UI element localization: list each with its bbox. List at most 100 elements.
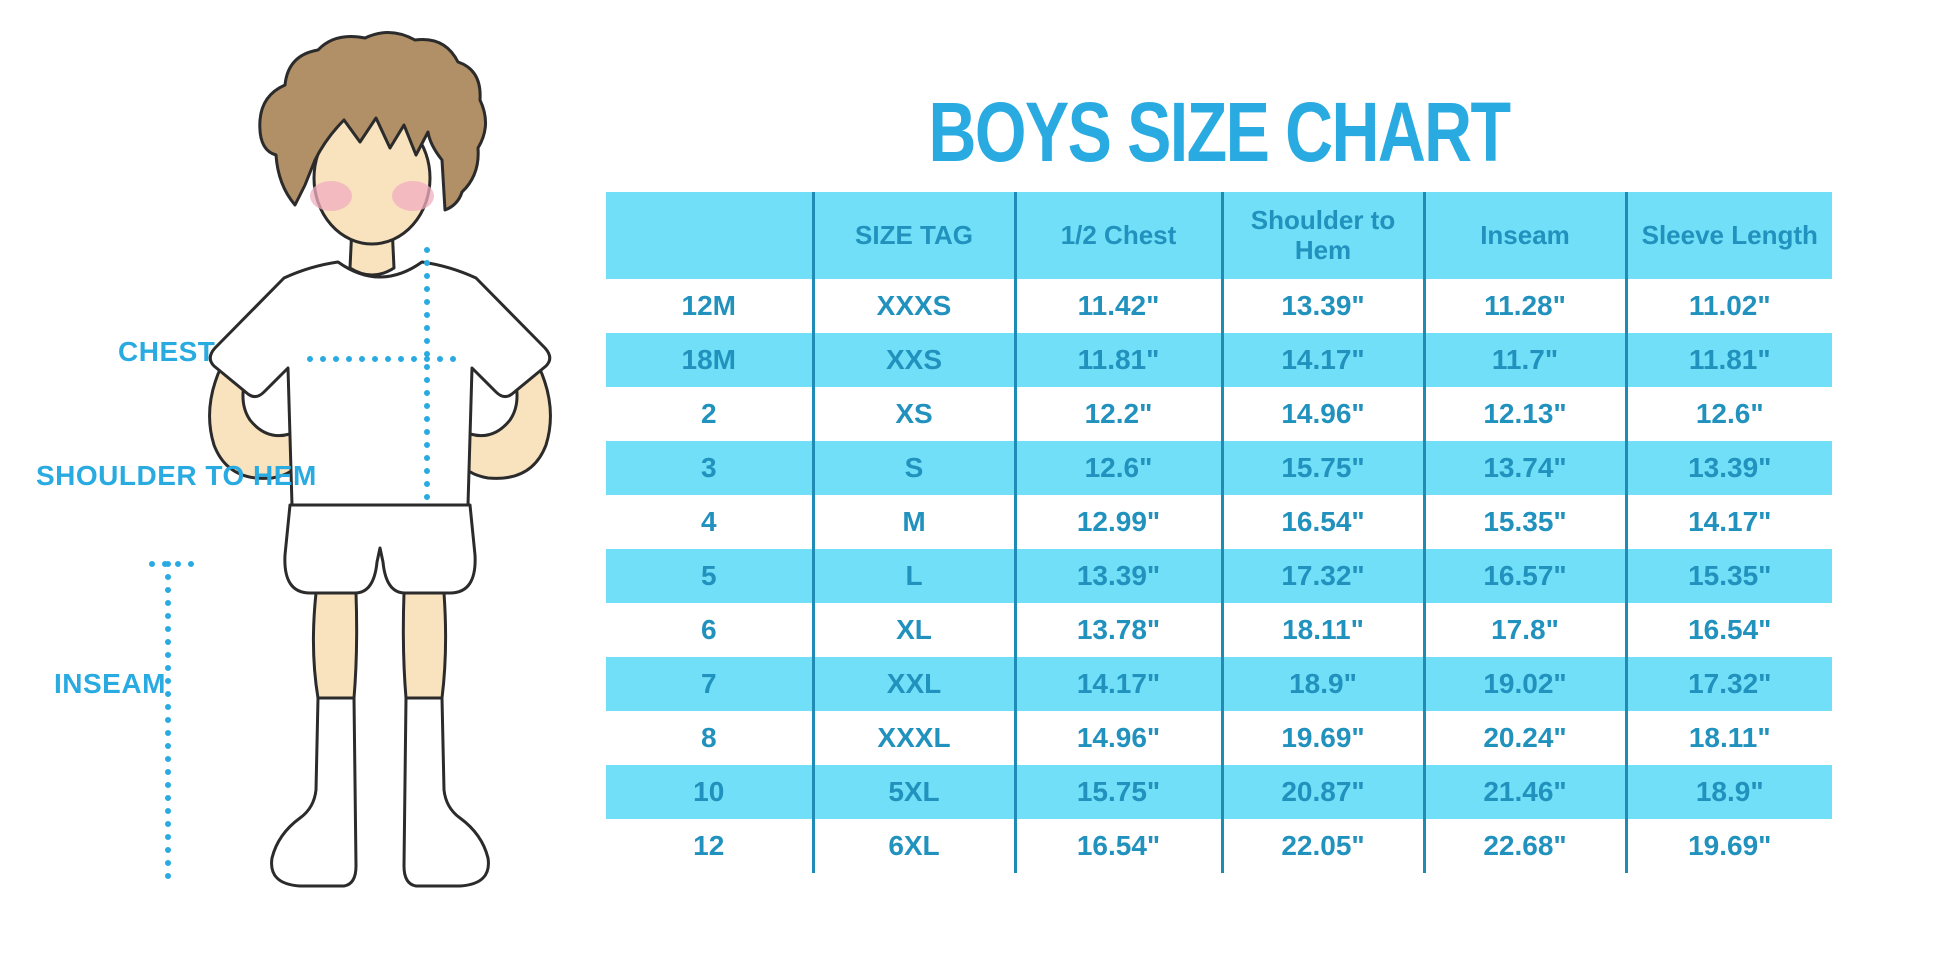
chest-label: CHEST <box>118 336 216 367</box>
header-cell-half-chest: 1/2 Chest <box>1013 192 1222 279</box>
header-cell-inseam: Inseam <box>1422 192 1626 279</box>
shoulder-to-hem-label: SHOULDER TO HEM <box>36 460 317 491</box>
measure-cell: 18.11" <box>1624 711 1832 765</box>
boy-hair <box>258 31 487 212</box>
header-cell-sleeve-length: Sleeve Length <box>1624 192 1832 279</box>
measure-cell: 14.96" <box>1013 711 1222 765</box>
measure-cell: 13.78" <box>1013 603 1222 657</box>
inseam-label: INSEAM <box>54 668 166 699</box>
boy-blush-left <box>310 181 352 211</box>
measure-cell: 12.13" <box>1422 387 1626 441</box>
measure-cell: 18.11" <box>1220 603 1424 657</box>
boy-right-leg <box>401 591 448 700</box>
table-row: 12M XXXS 11.42" 13.39" 11.28" 11.02" <box>606 279 1832 333</box>
measure-cell: M <box>811 495 1015 549</box>
size-table-header: SIZE TAG 1/2 Chest Shoulder to Hem Insea… <box>606 192 1832 279</box>
measure-cell: 11.81" <box>1013 333 1222 387</box>
header-cell-size <box>606 192 813 279</box>
measure-cell: 17.32" <box>1624 657 1832 711</box>
measure-cell: 16.54" <box>1624 603 1832 657</box>
measure-cell: 19.69" <box>1220 711 1424 765</box>
measure-cell: 13.74" <box>1422 441 1626 495</box>
boy-right-sock-shoe <box>402 696 490 888</box>
table-row: 5 L 13.39" 17.32" 16.57" 15.35" <box>606 549 1832 603</box>
table-row: 2 XS 12.2" 14.96" 12.13" 12.6" <box>606 387 1832 441</box>
measure-cell: XXXS <box>811 279 1015 333</box>
measure-cell: L <box>811 549 1015 603</box>
boy-shorts <box>283 503 477 595</box>
measure-cell: XXXL <box>811 711 1015 765</box>
size-cell: 10 <box>606 765 813 819</box>
size-table: SIZE TAG 1/2 Chest Shoulder to Hem Insea… <box>606 192 1832 873</box>
measure-cell: 14.17" <box>1013 657 1222 711</box>
table-row: 4 M 12.99" 16.54" 15.35" 14.17" <box>606 495 1832 549</box>
measure-cell: 13.39" <box>1013 549 1222 603</box>
size-cell: 8 <box>700 722 717 753</box>
measure-cell: 11.7" <box>1422 333 1626 387</box>
measure-cell: 14.17" <box>1624 495 1832 549</box>
measure-cell: XS <box>811 387 1015 441</box>
table-row: 18M XXS 11.81" 14.17" 11.7" 11.81" <box>606 333 1832 387</box>
measure-cell: XL <box>811 603 1015 657</box>
measure-cell: 17.8" <box>1422 603 1626 657</box>
boy-illustration <box>149 31 552 891</box>
measure-cell: 13.39" <box>1624 441 1832 495</box>
measure-cell: S <box>811 441 1015 495</box>
measure-cell: 11.42" <box>1013 279 1222 333</box>
table-row: 12 6XL 16.54" 22.05" 22.68" 19.69" <box>606 819 1832 873</box>
measure-cell: 18.9" <box>1624 765 1832 819</box>
size-cell: 3 <box>606 441 813 495</box>
size-cell: 12M <box>681 290 736 321</box>
measure-cell: 16.57" <box>1422 549 1626 603</box>
measure-cell: 15.75" <box>1013 765 1222 819</box>
boy-left-sock-shoe <box>270 696 358 888</box>
header-row: SIZE TAG 1/2 Chest Shoulder to Hem Insea… <box>606 192 1832 279</box>
boy-left-leg <box>311 591 359 700</box>
measure-cell: 15.75" <box>1220 441 1424 495</box>
table-row: 8 XXXL 14.96" 19.69" 20.24" 18.11" <box>606 711 1832 765</box>
measure-cell: 6XL <box>811 819 1015 873</box>
size-cell: 4 <box>700 506 717 537</box>
measure-cell: 16.54" <box>1220 495 1424 549</box>
measure-cell: 13.39" <box>1220 279 1424 333</box>
measure-cell: 12.99" <box>1013 495 1222 549</box>
measure-cell: XXL <box>811 657 1015 711</box>
page-title: BOYS SIZE CHART <box>928 85 1512 180</box>
measure-cell: 14.17" <box>1220 333 1424 387</box>
measure-cell: 5XL <box>811 765 1015 819</box>
measure-cell: 19.69" <box>1624 819 1832 873</box>
size-cell: 7 <box>606 657 813 711</box>
size-cell: 6 <box>700 614 717 645</box>
measure-cell: 15.35" <box>1624 549 1832 603</box>
header-cell-size-tag: SIZE TAG <box>811 192 1015 279</box>
measure-cell: 11.28" <box>1422 279 1626 333</box>
measure-cell: XXS <box>811 333 1015 387</box>
measure-cell: 12.6" <box>1013 441 1222 495</box>
measure-cell: 12.6" <box>1624 387 1832 441</box>
measure-cell: 15.35" <box>1422 495 1626 549</box>
size-cell: 12 <box>693 830 725 861</box>
measure-cell: 14.96" <box>1220 387 1424 441</box>
table-row: 3 S 12.6" 15.75" 13.74" 13.39" <box>606 441 1832 495</box>
measure-cell: 17.32" <box>1220 549 1424 603</box>
size-table-body: 12M XXXS 11.42" 13.39" 11.28" 11.02" 18M XXS 11.… <box>606 279 1832 873</box>
boy-blush-right <box>392 181 434 211</box>
size-cell: 2 <box>700 398 717 429</box>
size-cell: 5 <box>606 549 813 603</box>
table-row: 7 XXL 14.17" 18.9" 19.02" 17.32" <box>606 657 1832 711</box>
header-cell-shoulder-to-hem: Shoulder to Hem <box>1220 192 1424 279</box>
measure-cell: 16.54" <box>1013 819 1222 873</box>
table-row: 10 5XL 15.75" 20.87" 21.46" 18.9" <box>606 765 1832 819</box>
measure-cell: 22.05" <box>1220 819 1424 873</box>
size-cell: 18M <box>606 333 813 387</box>
measure-cell: 11.02" <box>1624 279 1832 333</box>
table-row: 6 XL 13.78" 18.11" 17.8" 16.54" <box>606 603 1832 657</box>
measure-cell: 12.2" <box>1013 387 1222 441</box>
measure-cell: 22.68" <box>1422 819 1626 873</box>
measure-cell: 11.81" <box>1624 333 1832 387</box>
measure-cell: 21.46" <box>1422 765 1626 819</box>
measure-cell: 18.9" <box>1220 657 1424 711</box>
measure-cell: 19.02" <box>1422 657 1626 711</box>
measure-cell: 20.24" <box>1422 711 1626 765</box>
